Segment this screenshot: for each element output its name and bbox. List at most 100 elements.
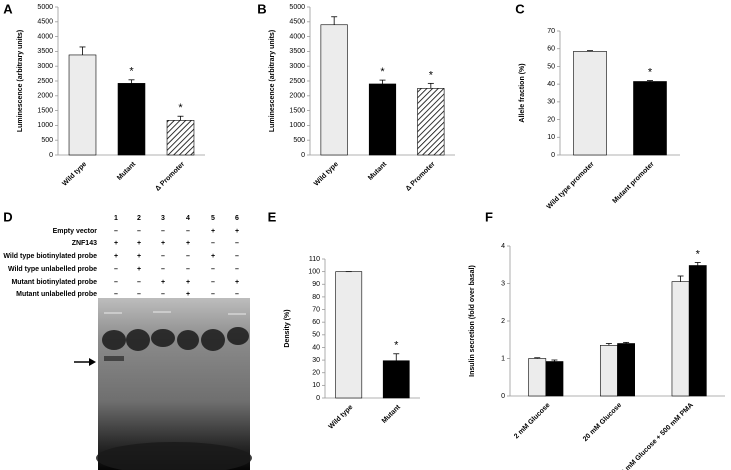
cell: + [114, 253, 118, 260]
row-label: Mutant unlabelled probe [16, 291, 97, 298]
cell: – [186, 228, 190, 235]
cell: + [137, 266, 141, 273]
x-tick-label: 2 mM Glucose [513, 402, 552, 441]
y-tick-label: 20 [312, 370, 320, 377]
y-tick-label: 4000 [289, 33, 305, 40]
y-tick-label: 3000 [289, 63, 305, 70]
bar [68, 54, 97, 156]
x-tick-label: Mutant [116, 160, 138, 182]
y-tick-label: 1000 [289, 122, 305, 129]
bar [382, 360, 410, 399]
cell: + [211, 253, 215, 260]
y-tick-label: 70 [547, 28, 555, 35]
cell: – [114, 291, 118, 298]
y-tick-label: 2 [501, 318, 505, 325]
bar [633, 81, 667, 156]
y-tick-label: 40 [312, 344, 320, 351]
bar [617, 343, 636, 397]
cell: – [211, 266, 215, 273]
x-tick-label: Mutant [367, 160, 389, 182]
y-tick-label: 1500 [37, 107, 53, 114]
y-axis-label: Density (%) [284, 309, 291, 347]
y-tick-label: 80 [312, 294, 320, 301]
y-tick-label: 1000 [37, 122, 53, 129]
lane-number: 1 [114, 215, 118, 222]
significance-marker: * [129, 66, 134, 78]
bar [320, 24, 348, 156]
cell: – [211, 279, 215, 286]
cell: – [114, 279, 118, 286]
y-tick-label: 4000 [37, 33, 53, 40]
row-label: ZNF143 [72, 240, 97, 247]
cell: – [137, 279, 141, 286]
lane-number: 4 [186, 215, 190, 222]
cell: – [161, 291, 165, 298]
significance-marker: * [178, 102, 183, 114]
y-tick-label: 50 [547, 63, 555, 70]
bar [688, 265, 707, 397]
y-tick-label: 2500 [37, 78, 53, 85]
y-tick-label: 30 [547, 99, 555, 106]
cell: – [235, 253, 239, 260]
cell: – [137, 291, 141, 298]
bar [335, 271, 363, 399]
y-axis-label: Luminescence (arbitrary units) [269, 30, 276, 132]
bar [573, 51, 607, 156]
cell: – [161, 253, 165, 260]
y-tick-label: 100 [308, 268, 320, 275]
cell: – [235, 266, 239, 273]
lane-number: 2 [137, 215, 141, 222]
y-tick-label: 10 [312, 382, 320, 389]
y-tick-label: 70 [312, 306, 320, 313]
y-tick-label: 4 [501, 243, 505, 250]
cell: + [137, 240, 141, 247]
cell: + [235, 228, 239, 235]
panel-label: B [257, 1, 266, 16]
x-tick-label: 20 mM Glucose [582, 402, 623, 443]
x-tick-label: Δ Promoter [405, 161, 437, 193]
y-tick-label: 3 [501, 280, 505, 287]
y-tick-label: 0 [551, 152, 555, 159]
x-tick-label: Wild type [328, 404, 355, 431]
y-tick-label: 500 [293, 137, 305, 144]
cell: + [186, 240, 190, 247]
cell: + [161, 279, 165, 286]
y-tick-label: 20 [547, 116, 555, 123]
row-label: Wild type unlabelled probe [8, 266, 97, 273]
bar [545, 361, 564, 397]
y-axis-label: Insulin secretion (fold over basal) [469, 265, 476, 377]
y-axis-label: Allele fraction (%) [519, 63, 526, 122]
y-tick-label: 5000 [37, 4, 53, 11]
y-tick-label: 0 [316, 395, 320, 402]
y-tick-label: 1500 [289, 107, 305, 114]
cell: – [235, 291, 239, 298]
y-tick-label: 50 [312, 332, 320, 339]
cell: – [211, 240, 215, 247]
cell: – [114, 228, 118, 235]
panel-label: F [485, 209, 493, 224]
x-tick-label: Wild type promoter [546, 161, 596, 211]
bar [368, 83, 397, 156]
cell: – [161, 266, 165, 273]
panel-label: D [3, 209, 12, 224]
y-tick-label: 10 [547, 134, 555, 141]
panel-label: C [515, 1, 525, 16]
y-tick-label: 40 [547, 81, 555, 88]
cell: – [235, 240, 239, 247]
y-tick-label: 4500 [289, 19, 305, 26]
y-tick-label: 2500 [289, 78, 305, 85]
significance-marker: * [380, 66, 385, 78]
significance-marker: * [429, 69, 434, 81]
cell: + [114, 240, 118, 247]
cell: + [186, 279, 190, 286]
y-tick-label: 0 [501, 393, 505, 400]
cell: + [235, 279, 239, 286]
cell: – [211, 291, 215, 298]
cell: + [211, 228, 215, 235]
y-axis-label: Luminescence (arbitrary units) [17, 30, 24, 132]
x-tick-label: Wild type [61, 161, 88, 188]
bar [671, 281, 690, 397]
panel-label: A [3, 1, 13, 16]
row-label: Empty vector [53, 228, 98, 235]
bar [528, 358, 547, 397]
